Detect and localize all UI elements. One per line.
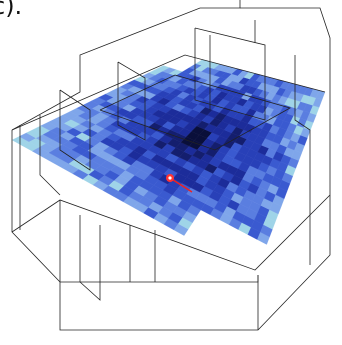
wall (79, 215, 101, 301)
back-wall (11, 0, 241, 131)
mid-ring (11, 194, 331, 271)
wall (294, 55, 311, 265)
wall (117, 61, 146, 141)
wireframe (11, 0, 331, 331)
figure-label: c). (0, 0, 22, 20)
right-top (240, 7, 331, 92)
heatmap-floor (11, 59, 326, 245)
inner-room (99, 74, 292, 151)
ray (169, 177, 193, 193)
source-core (168, 176, 172, 180)
top-ring (11, 54, 326, 131)
wall (194, 27, 266, 121)
wall (59, 89, 91, 171)
wall (39, 115, 61, 196)
